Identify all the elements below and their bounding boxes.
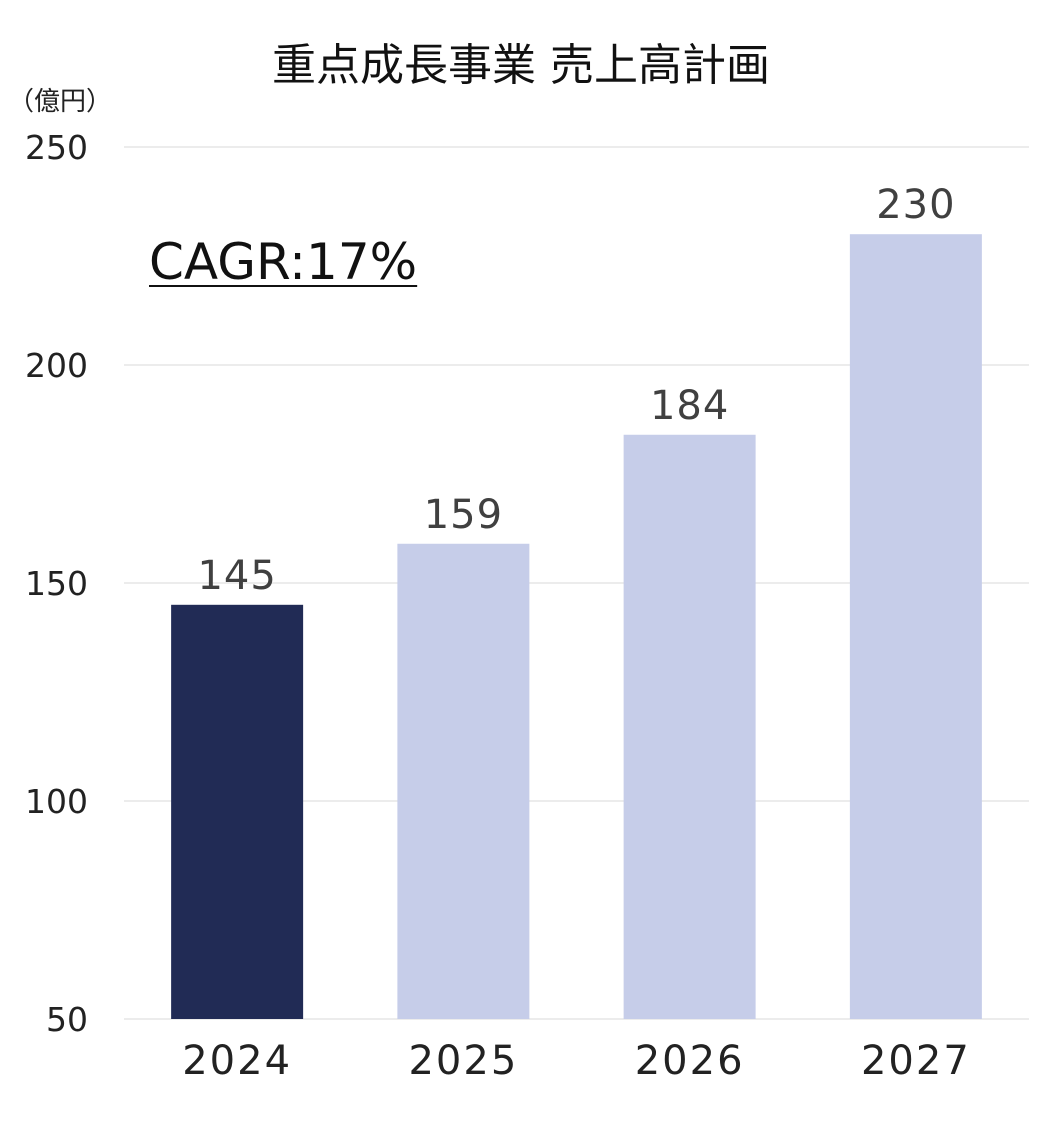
y-tick-label-100: 100	[25, 782, 88, 821]
y-tick-label-50: 50	[46, 1000, 88, 1039]
x-tick-label-2025: 2025	[408, 1038, 518, 1084]
data-label-2024: 145	[197, 553, 276, 599]
bars	[171, 234, 982, 1019]
bar-2024	[171, 604, 304, 1019]
x-tick-label-2026: 2026	[635, 1038, 745, 1084]
y-tick-label-150: 150	[25, 564, 88, 603]
data-labels: 145 159 184 230	[197, 182, 955, 599]
x-tick-label-2027: 2027	[861, 1038, 971, 1084]
y-axis-ticks: 50 100 150 200 250	[25, 128, 88, 1039]
bar-2027	[849, 234, 982, 1019]
bar-2026	[623, 434, 756, 1019]
data-label-2026: 184	[650, 383, 729, 429]
data-label-2027: 230	[876, 182, 955, 228]
x-tick-label-2024: 2024	[182, 1038, 292, 1084]
chart-title: 重点成長事業 売上高計画	[272, 40, 770, 91]
y-axis-unit-label: （億円）	[8, 87, 112, 117]
y-tick-label-250: 250	[25, 128, 88, 167]
x-axis-ticks: 2024 2025 2026 2027	[182, 1038, 971, 1084]
data-label-2025: 159	[424, 492, 503, 538]
cagr-annotation: CAGR:17%	[149, 233, 417, 291]
bar-2025	[397, 543, 530, 1019]
y-tick-label-200: 200	[25, 346, 88, 385]
